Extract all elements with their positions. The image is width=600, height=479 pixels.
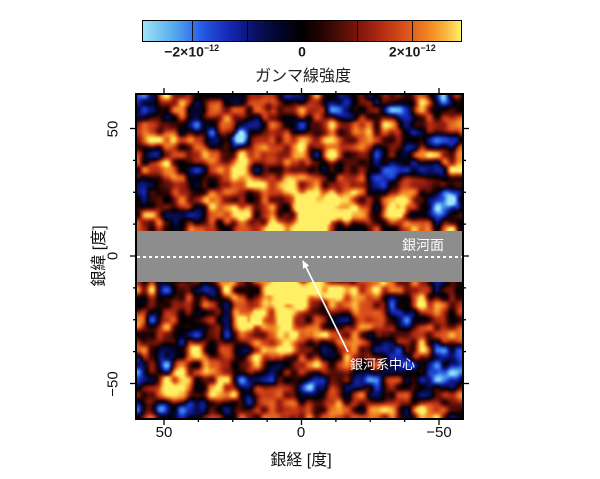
colorbar-tick-label-positive: 2×10−12 bbox=[388, 43, 436, 60]
galactic-plane-label: 銀河面 bbox=[402, 237, 444, 253]
y-tick-50: 50 bbox=[104, 120, 122, 138]
colorbar bbox=[142, 20, 462, 42]
colorbar-tick-label-negative: −2×10−12 bbox=[164, 43, 220, 60]
x-tick-50: 50 bbox=[155, 424, 173, 441]
galactic-plane-masked-band: 銀河面 bbox=[137, 231, 462, 282]
colorbar-title: ガンマ線強度 bbox=[254, 68, 352, 85]
galactic-plane-dotted-line bbox=[137, 256, 462, 258]
galactic-center-label: 銀河系中心 bbox=[350, 357, 416, 372]
x-tick-minus-50: −50 bbox=[426, 424, 452, 441]
y-tick-minus-50: −50 bbox=[104, 371, 122, 397]
x-tick-0: 0 bbox=[296, 424, 306, 441]
x-axis-title: 銀経 [度] bbox=[270, 452, 332, 469]
colorbar-tick-label-zero: 0 bbox=[298, 43, 306, 60]
y-axis-title: 銀緯 [度] bbox=[91, 225, 108, 287]
